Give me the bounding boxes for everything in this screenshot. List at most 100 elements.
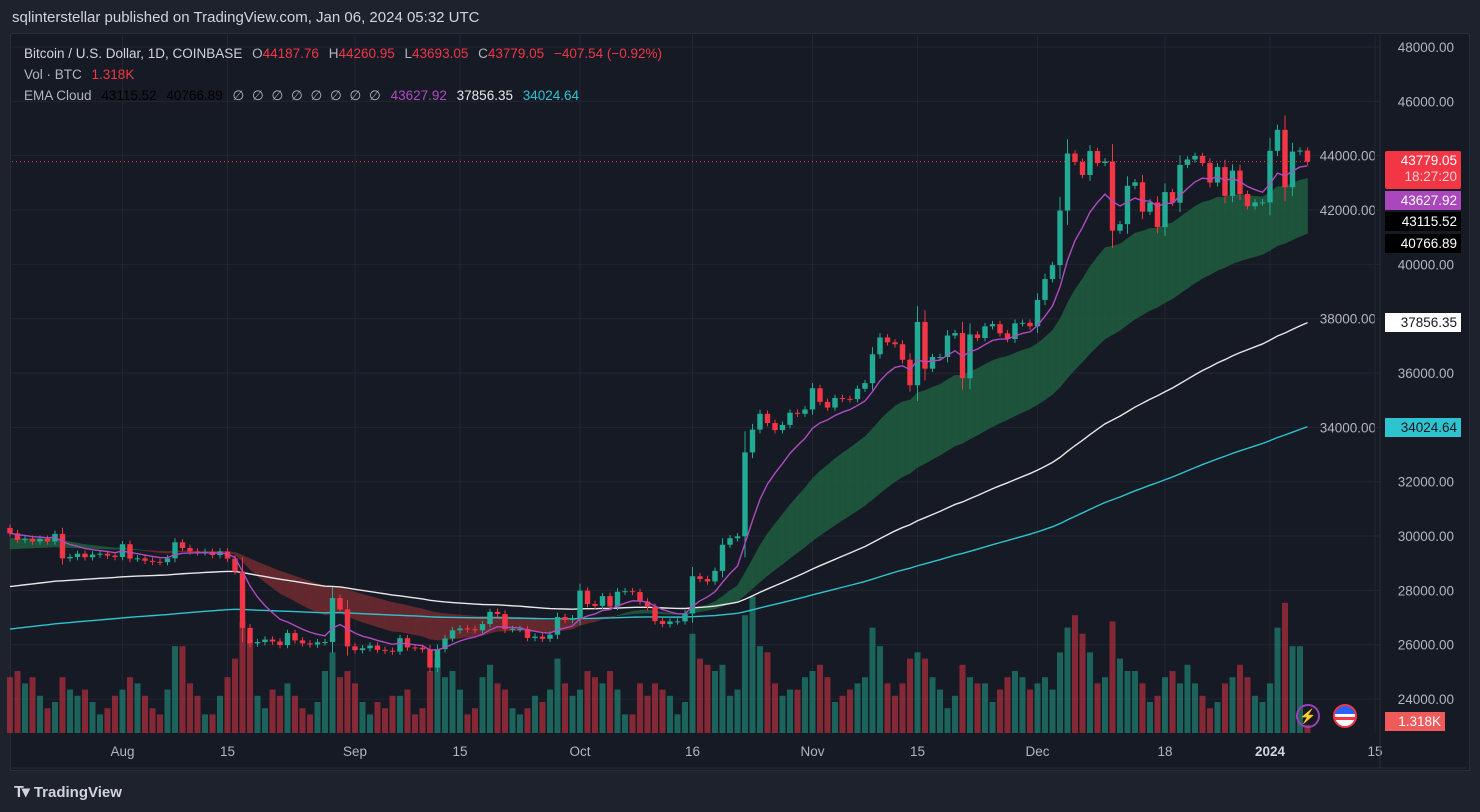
volume-bar bbox=[284, 683, 291, 733]
ema-cloud-segment bbox=[894, 401, 903, 483]
candle-body bbox=[689, 576, 696, 614]
volume-bar bbox=[502, 689, 508, 733]
candle-body bbox=[1102, 161, 1108, 164]
volume-bar bbox=[352, 683, 358, 733]
ema-cloud-segment bbox=[1059, 303, 1068, 388]
volume-bar bbox=[1199, 695, 1206, 733]
ema-cloud-segment bbox=[849, 441, 858, 516]
volume-bar bbox=[577, 689, 583, 733]
volume-bar bbox=[869, 627, 876, 733]
ema-cloud-segment bbox=[992, 357, 1001, 428]
volume-bar bbox=[1162, 677, 1168, 733]
lightning-icon[interactable]: ⚡ bbox=[1296, 704, 1320, 728]
candle-body bbox=[779, 424, 786, 431]
candle-body bbox=[1132, 182, 1138, 186]
candle-body bbox=[547, 634, 553, 639]
ema-cloud-segment bbox=[1232, 194, 1241, 265]
volume-bar bbox=[1094, 683, 1101, 733]
candle-body bbox=[404, 638, 411, 648]
candle-body bbox=[1199, 155, 1206, 164]
ema-cloud-segment bbox=[819, 464, 828, 536]
ema-cloud-segment bbox=[144, 550, 153, 553]
ema-cloud-segment bbox=[662, 611, 671, 615]
candle-body bbox=[629, 591, 636, 593]
ema-cloud-segment bbox=[1074, 277, 1083, 371]
candle-body bbox=[1252, 202, 1258, 207]
ema-cloud-segment bbox=[804, 477, 813, 548]
candle-body bbox=[14, 533, 21, 540]
tv-logo-icon: T▾ bbox=[14, 784, 30, 801]
candle-body bbox=[1072, 153, 1078, 162]
candle-body bbox=[1282, 129, 1288, 188]
volume-bar bbox=[172, 646, 178, 733]
ema-cloud-segment bbox=[422, 608, 431, 640]
candle-body bbox=[1079, 161, 1086, 175]
candle-body bbox=[1177, 164, 1183, 203]
volume-bar bbox=[1072, 615, 1078, 733]
us-flag-icon[interactable] bbox=[1333, 704, 1357, 728]
candle-body bbox=[337, 598, 343, 610]
volume-bar bbox=[464, 714, 471, 733]
volume-bar bbox=[689, 633, 696, 733]
symbol-title[interactable]: Bitcoin / U.S. Dollar, 1D, COINBASE bbox=[24, 46, 243, 61]
x-tick-label: Dec bbox=[1025, 744, 1049, 759]
volume-bar bbox=[1117, 658, 1123, 733]
ema-cloud-segment bbox=[84, 544, 93, 549]
tradingview-logo[interactable]: T▾ TradingView bbox=[14, 782, 122, 802]
volume-bar bbox=[779, 695, 786, 733]
volume-label[interactable]: Vol · BTC bbox=[24, 67, 82, 82]
volume-bar bbox=[134, 683, 141, 733]
volume-price-label: 1.318K bbox=[1385, 712, 1445, 731]
candle-body bbox=[442, 638, 448, 650]
candle-body bbox=[832, 398, 838, 408]
candle-body bbox=[817, 388, 823, 402]
candle-body bbox=[907, 359, 913, 386]
ema-cloud-segment bbox=[1277, 186, 1286, 247]
ema-label[interactable]: EMA Cloud bbox=[24, 88, 92, 103]
volume-bar bbox=[727, 695, 733, 733]
candle-body bbox=[884, 337, 891, 343]
ema-legend: EMA Cloud 43115.52 40766.89 ∅ ∅ ∅ ∅ ∅ ∅ … bbox=[24, 88, 585, 104]
x-tick-label: 15 bbox=[452, 744, 467, 759]
volume-bar bbox=[487, 664, 493, 733]
volume-bar bbox=[1057, 652, 1063, 733]
ema-cloud-segment bbox=[9, 538, 18, 550]
candle-body bbox=[952, 333, 958, 336]
candle-body bbox=[787, 412, 793, 425]
ema-fast-value: 43627.92 bbox=[390, 88, 447, 103]
ema-cloud-segment bbox=[1119, 237, 1128, 331]
candle-body bbox=[1289, 151, 1296, 188]
candle-body bbox=[862, 383, 868, 389]
candle-body bbox=[322, 642, 328, 644]
volume-bar bbox=[1282, 602, 1288, 733]
volume-bar bbox=[524, 708, 531, 733]
volume-bar bbox=[1177, 683, 1183, 733]
candle-body bbox=[997, 324, 1003, 334]
volume-bar bbox=[892, 695, 898, 733]
volume-bar bbox=[337, 677, 343, 733]
candle-body bbox=[449, 630, 456, 639]
candle-body bbox=[82, 553, 88, 558]
candle-body bbox=[1169, 192, 1176, 203]
candle-body bbox=[877, 337, 883, 355]
candle-body bbox=[494, 611, 501, 615]
candle-body bbox=[104, 553, 111, 556]
candle-body bbox=[944, 335, 951, 358]
candle-body bbox=[352, 646, 358, 651]
ema-cloud-segment bbox=[864, 428, 873, 506]
volume-bar bbox=[554, 658, 561, 733]
volume-bar bbox=[104, 708, 111, 733]
volume-bar bbox=[479, 677, 486, 733]
ema-cloud-segment bbox=[857, 436, 866, 511]
volume-bar bbox=[269, 689, 276, 733]
volume-bar bbox=[344, 671, 351, 733]
candle-body bbox=[427, 649, 433, 668]
ema-cloud-segment bbox=[92, 545, 101, 549]
candle-body bbox=[929, 357, 936, 369]
candle-body bbox=[1207, 163, 1213, 183]
ema-cloud-segment bbox=[969, 368, 978, 440]
volume-bar bbox=[584, 671, 591, 733]
volume-bar bbox=[29, 677, 36, 733]
ema-cloud-segment bbox=[1097, 246, 1106, 347]
